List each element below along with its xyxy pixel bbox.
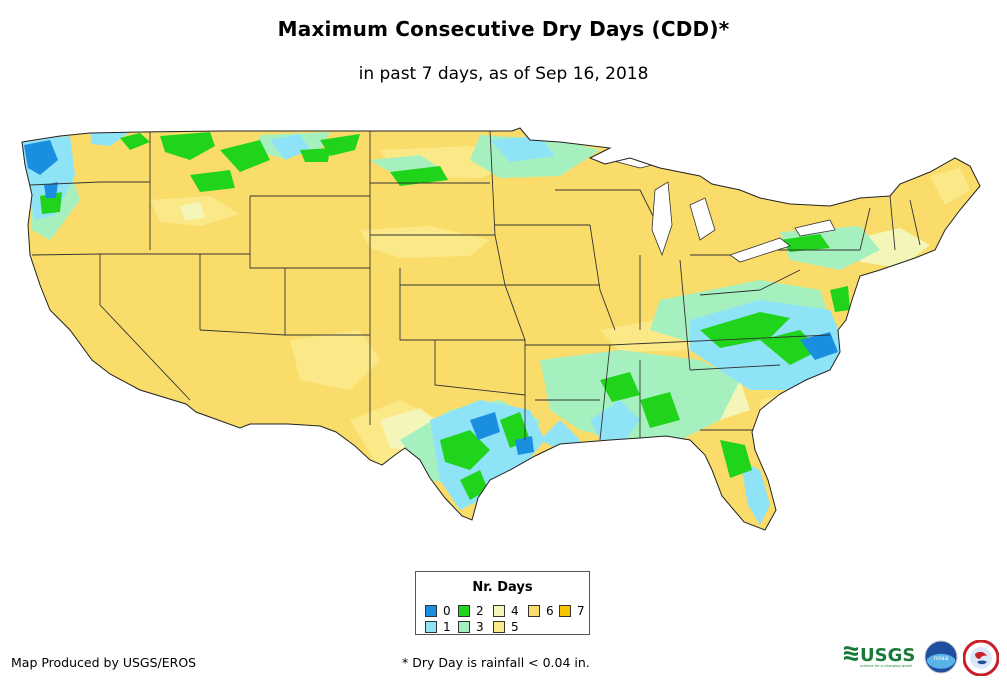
fill-category-1 bbox=[270, 134, 310, 160]
fill-category-1 bbox=[490, 136, 555, 162]
legend-swatch bbox=[458, 605, 470, 617]
legend-swatch bbox=[528, 605, 540, 617]
fill-category-0 bbox=[470, 412, 500, 440]
fill-category-2 bbox=[220, 140, 270, 172]
legend-swatch bbox=[559, 605, 571, 617]
fill-category-2 bbox=[160, 132, 215, 160]
usgs-logo: USGS science for a changing world bbox=[844, 645, 915, 668]
legend-label: 0 bbox=[443, 604, 451, 618]
legend-swatch bbox=[493, 621, 505, 633]
fill-category-0 bbox=[24, 140, 58, 175]
fill-category-1 bbox=[90, 132, 130, 146]
fill-category-0 bbox=[515, 436, 534, 455]
footnote-text: * Dry Day is rainfall < 0.04 in. bbox=[402, 655, 590, 670]
fill-category-2 bbox=[720, 440, 752, 478]
legend-item-0: 0 bbox=[425, 605, 451, 617]
fill-category-5 bbox=[360, 226, 490, 258]
legend-item-1: 1 bbox=[425, 621, 451, 633]
credit-text: Map Produced by USGS/EROS bbox=[11, 655, 197, 670]
legend-item-6: 6 bbox=[528, 605, 554, 617]
fill-category-0 bbox=[800, 332, 838, 360]
legend-item-3: 3 bbox=[458, 621, 484, 633]
svg-text:USGS: USGS bbox=[860, 645, 915, 666]
legend-title: Nr. Days bbox=[472, 580, 533, 595]
svg-text:science for a changing world: science for a changing world bbox=[860, 664, 912, 668]
legend-item-4: 4 bbox=[493, 605, 519, 617]
fill-category-2 bbox=[700, 312, 790, 348]
legend-label: 7 bbox=[577, 604, 585, 618]
fill-category-4 bbox=[180, 202, 205, 220]
map-subtitle: in past 7 days, as of Sep 16, 2018 bbox=[358, 64, 649, 84]
legend-swatch bbox=[458, 621, 470, 633]
fill-category-0 bbox=[44, 182, 58, 198]
fill-category-2 bbox=[390, 166, 448, 186]
fill-category-2 bbox=[640, 392, 680, 428]
fill-category-2 bbox=[190, 170, 235, 192]
legend-label: 1 bbox=[443, 620, 451, 634]
legend-item-2: 2 bbox=[458, 605, 484, 617]
fill-category-2 bbox=[320, 134, 360, 156]
svg-text:noaa: noaa bbox=[934, 655, 949, 662]
legend-label: 6 bbox=[546, 604, 554, 618]
fill-category-1 bbox=[590, 400, 640, 440]
fill-category-2 bbox=[780, 234, 830, 252]
map-title: Maximum Consecutive Dry Days (CDD)* bbox=[277, 17, 730, 41]
nws-logo bbox=[963, 640, 999, 676]
fill-category-2 bbox=[600, 372, 640, 402]
fill-category-5 bbox=[290, 330, 380, 390]
legend-swatch bbox=[493, 605, 505, 617]
legend-swatch bbox=[425, 605, 437, 617]
us-dry-days-map bbox=[21, 127, 981, 531]
legend-label: 5 bbox=[511, 620, 519, 634]
state-boundaries bbox=[29, 130, 921, 441]
noaa-logo: noaa bbox=[924, 640, 958, 674]
legend: Nr. Days 0 1 2 3 4 5 6 7 bbox=[415, 571, 590, 635]
fill-category-2 bbox=[440, 430, 490, 470]
fill-category-1 bbox=[740, 460, 770, 525]
fill-category-2 bbox=[460, 470, 488, 500]
legend-label: 4 bbox=[511, 604, 519, 618]
fill-category-5 bbox=[930, 168, 970, 205]
fill-category-2 bbox=[120, 133, 150, 150]
legend-swatch bbox=[425, 621, 437, 633]
legend-item-5: 5 bbox=[493, 621, 519, 633]
legend-item-7: 7 bbox=[559, 605, 585, 617]
fill-category-2 bbox=[830, 286, 850, 312]
fill-category-2 bbox=[40, 192, 62, 214]
legend-label: 3 bbox=[476, 620, 484, 634]
legend-label: 2 bbox=[476, 604, 484, 618]
fill-category-2 bbox=[300, 148, 330, 162]
